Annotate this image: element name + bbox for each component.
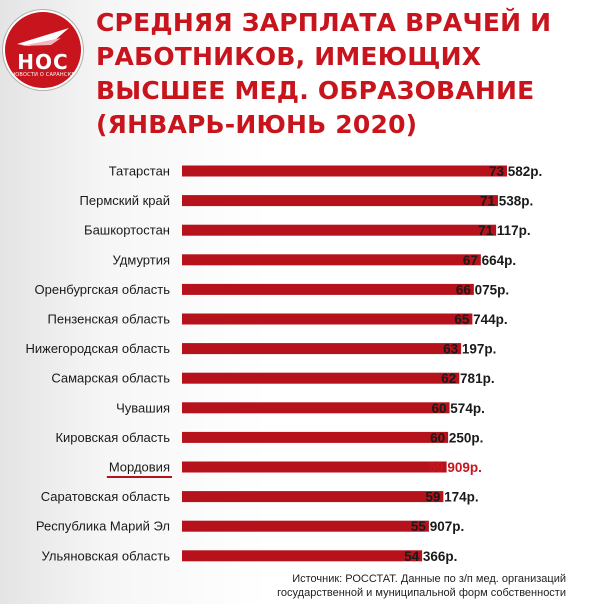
- bar: [182, 343, 462, 355]
- wing-icon: [17, 28, 69, 46]
- value-label: 59 909р.: [429, 460, 482, 475]
- category-label: Удмуртия: [113, 252, 170, 267]
- category-label: Пензенская область: [48, 312, 171, 327]
- bar: [182, 165, 507, 177]
- bar: [182, 313, 473, 325]
- bar: [182, 491, 444, 503]
- bar: [182, 520, 429, 532]
- category-label: Кировская область: [55, 430, 170, 445]
- chart-title: Средняя зарплата врачей и работников, им…: [96, 6, 596, 142]
- category-label: Саратовская область: [41, 489, 170, 504]
- title-line: Средняя зарплата врачей и: [96, 8, 552, 37]
- source-line: государственной и муниципальной форм соб…: [277, 587, 566, 599]
- source-line: Источник: РОССТАТ. Данные по з/п мед. ор…: [292, 573, 566, 585]
- title-line: (январь-июнь 2020): [96, 110, 418, 139]
- category-label: Башкортостан: [84, 223, 170, 238]
- bar: [182, 254, 481, 266]
- title-line: высшее мед. образование: [96, 76, 535, 105]
- value-label: 54 366р.: [404, 549, 457, 564]
- value-label: 66 075р.: [456, 282, 509, 297]
- value-label: 71 117р.: [478, 223, 531, 238]
- bar: [182, 224, 497, 236]
- category-label: Пермский край: [80, 193, 170, 208]
- bar: [182, 402, 450, 414]
- value-label: 62 781р.: [441, 371, 494, 386]
- bar: [182, 461, 447, 473]
- value-label: 59 174р.: [425, 490, 478, 505]
- logo-subtext: НОВОСТИ О САРАНСКЕ: [11, 72, 75, 78]
- category-label: Самарская область: [51, 371, 170, 386]
- bar: [182, 550, 423, 562]
- value-label: 63 197р.: [443, 342, 496, 357]
- logo: НОС НОВОСТИ О САРАНСКЕ: [5, 12, 81, 88]
- bar: [182, 372, 460, 384]
- value-label: 60 574р.: [432, 401, 485, 416]
- category-label: Нижегородская область: [25, 341, 170, 356]
- source-note: Источник: РОССТАТ. Данные по з/п мед. ор…: [226, 572, 566, 600]
- value-label: 60 250р.: [430, 430, 483, 445]
- bar: [182, 283, 474, 295]
- category-label: Оренбургская область: [35, 282, 171, 297]
- title-line: работников, имеющих: [96, 42, 482, 71]
- bar: [182, 431, 449, 443]
- category-label: Республика Марий Эл: [36, 519, 170, 534]
- category-label: Ульяновская область: [42, 548, 171, 563]
- value-label: 67 664р.: [463, 253, 516, 268]
- category-label: Татарстан: [109, 164, 170, 179]
- value-label: 71 538р.: [480, 194, 533, 209]
- logo-text: НОС: [17, 50, 69, 74]
- value-label: 73 582р.: [489, 164, 542, 179]
- value-label: 65 744р.: [454, 312, 507, 327]
- category-label: Чувашия: [116, 400, 170, 415]
- category-label: Мордовия: [109, 460, 170, 475]
- bar: [182, 195, 498, 207]
- value-label: 55 907р.: [411, 519, 464, 534]
